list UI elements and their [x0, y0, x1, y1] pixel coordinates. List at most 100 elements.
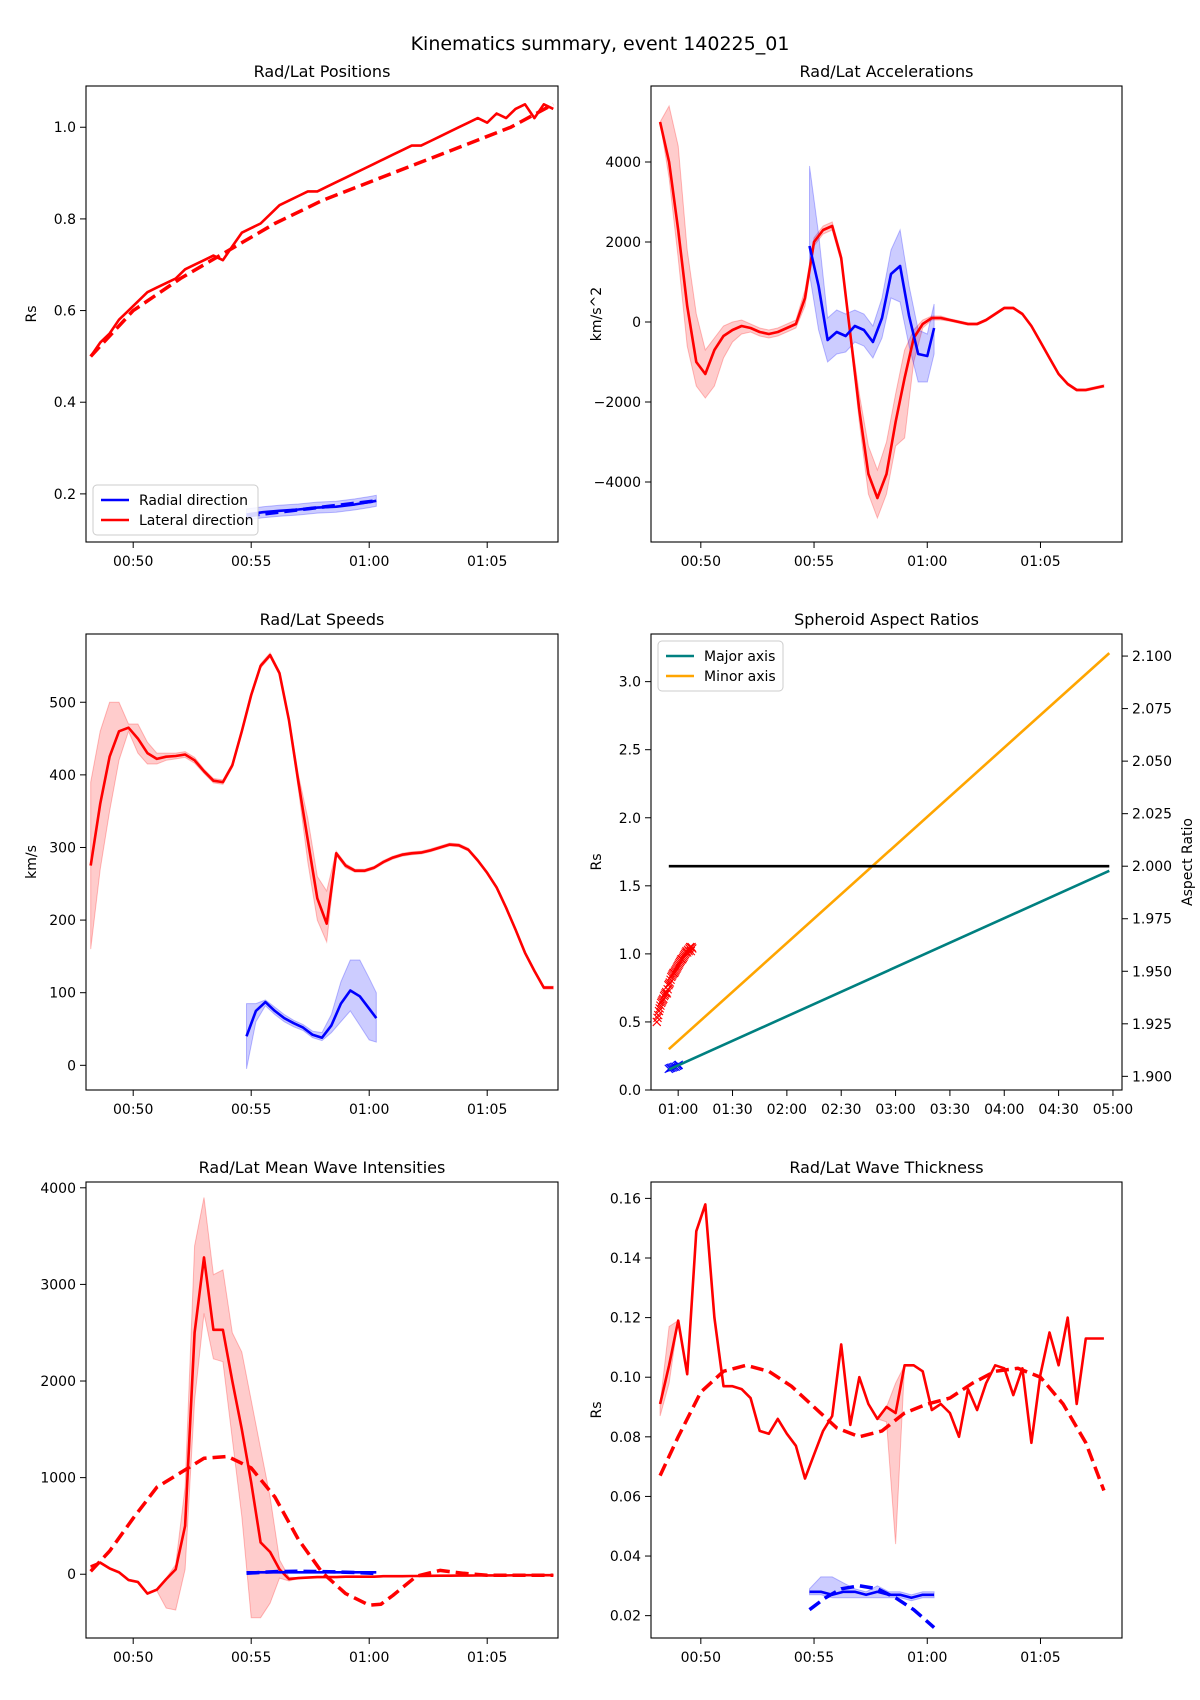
confidence-band	[809, 165, 935, 383]
y2-tick-label: 2.025	[1132, 807, 1172, 823]
y-axis-label: Rs	[589, 1401, 605, 1418]
figure-title: Kinematics summary, event 140225_01	[411, 33, 790, 55]
x-tick-label: 00:55	[231, 554, 271, 570]
y-tick-label: 0.08	[610, 1430, 641, 1446]
y2-tick-label: 2.050	[1132, 754, 1172, 770]
axes-frame	[650, 85, 1123, 543]
y-tick-label: 2000	[40, 1374, 76, 1390]
x-tick-label: 01:05	[1020, 1650, 1060, 1666]
y2-tick-label: 1.925	[1132, 1017, 1172, 1033]
chart-3: 00:50 00:55 01:00 01:05 0 100 200 300 400 500 Rad/…	[24, 610, 559, 1118]
x-tick-label: 05:00	[1093, 1102, 1133, 1118]
x-tick-label: 04:00	[984, 1102, 1024, 1118]
y-tick-label: 0.6	[54, 304, 76, 320]
confidence-band	[90, 652, 554, 990]
x-tick-label: 00:50	[113, 1102, 153, 1118]
series-line	[658, 121, 1105, 500]
x-tick-label: 01:05	[467, 554, 507, 570]
x-tick-label: 01:00	[907, 1650, 947, 1666]
y-tick-label: 4000	[40, 1181, 76, 1197]
y-axis-label: Rs	[589, 853, 605, 870]
chart-2: 00:50 00:55 01:00 01:05 −4000 −2000 0 2000 4000 R…	[589, 62, 1123, 570]
x-tick-label: 00:50	[113, 1650, 153, 1666]
legend-box	[92, 484, 259, 536]
y-tick-label: 2.5	[619, 743, 641, 759]
y-tick-label: 1000	[40, 1471, 76, 1487]
y-tick-label: 0.04	[610, 1549, 641, 1565]
y2-axis-label: Aspect Ratio	[1180, 818, 1196, 906]
chart-1: 00:50 00:55 01:00 01:05 0.2 0.4 0.6 0.8 1.0 Rad/L…	[24, 62, 559, 570]
y-tick-label: 0	[67, 1058, 76, 1074]
x-tick-label: 03:30	[930, 1102, 970, 1118]
x-tick-label: 00:50	[113, 554, 153, 570]
legend-label: Lateral direction	[139, 513, 254, 529]
y-tick-label: 100	[49, 986, 76, 1002]
y-tick-label: 0.14	[610, 1251, 641, 1267]
y-tick-label: 0	[67, 1567, 76, 1583]
y-tick-label: 0.02	[610, 1609, 641, 1625]
y-axis-label: km/s	[24, 845, 40, 879]
x-tick-label: 00:55	[231, 1650, 271, 1666]
chart-5: 00:50 00:55 01:00 01:05 0 1000 2000 3000 4000 Rad…	[40, 1158, 559, 1666]
chart-6: 00:50 00:55 01:00 01:05 0.02 0.04 0.06 0.08 0.10…	[589, 1158, 1123, 1666]
y-tick-label: 0.16	[610, 1191, 641, 1207]
y-tick-label: 0.06	[610, 1489, 641, 1505]
legend-label: Major axis	[704, 649, 775, 665]
y-tick-label: 400	[49, 768, 76, 784]
data-point	[687, 944, 697, 953]
y-tick-label: 0.0	[619, 1083, 641, 1099]
chart-title: Spheroid Aspect Ratios	[794, 610, 979, 629]
data-point	[653, 1013, 662, 1023]
y2-tick-label: 2.100	[1132, 649, 1172, 665]
x-tick-label: 00:55	[231, 1102, 271, 1118]
y-tick-label: 2.0	[619, 811, 641, 827]
chart-title: Rad/Lat Accelerations	[800, 62, 974, 81]
series-line	[89, 653, 554, 989]
plot-area	[89, 1197, 554, 1619]
series-line	[668, 869, 1110, 1071]
axes-frame	[650, 633, 1123, 1091]
series-line	[808, 245, 936, 358]
chart-4: 01:00 01:30 02:00 02:30 03:00 03:30 04:00 04:30…	[589, 610, 1196, 1118]
y-tick-label: 0.4	[54, 395, 76, 411]
data-point	[665, 978, 675, 987]
x-tick-label: 02:30	[821, 1102, 861, 1118]
x-tick-label: 01:05	[467, 1102, 507, 1118]
legend-box	[657, 640, 784, 692]
chart-title: Rad/Lat Wave Thickness	[789, 1158, 983, 1177]
y-tick-label: 0.10	[610, 1370, 641, 1386]
axes-frame	[650, 1181, 1123, 1639]
y2-tick-label: 1.900	[1132, 1069, 1172, 1085]
data-point	[654, 1006, 664, 1016]
y-tick-label: 0.12	[610, 1311, 641, 1327]
x-tick-label: 04:30	[1038, 1102, 1078, 1118]
series-line	[90, 1256, 554, 1595]
y-axis-label: Rs	[24, 305, 40, 322]
legend-label: Minor axis	[704, 669, 776, 685]
chart-title: Rad/Lat Mean Wave Intensities	[199, 1158, 446, 1177]
x-tick-label: 01:30	[712, 1102, 752, 1118]
y-tick-label: 300	[49, 840, 76, 856]
series-line	[808, 1584, 936, 1629]
y-tick-label: 0	[632, 315, 641, 331]
x-tick-label: 01:05	[467, 1650, 507, 1666]
x-tick-label: 01:00	[349, 1102, 389, 1118]
series-line	[667, 652, 1111, 1051]
series-line	[89, 1454, 554, 1607]
series-line	[246, 499, 377, 518]
series-line	[89, 102, 555, 358]
y-tick-label: 0.5	[619, 1015, 641, 1031]
y-tick-label: 0.2	[54, 487, 76, 503]
x-tick-label: 01:00	[349, 1650, 389, 1666]
series-line	[89, 103, 554, 358]
series-line	[246, 1569, 377, 1576]
x-tick-label: 01:00	[907, 554, 947, 570]
x-tick-label: 00:50	[681, 1650, 721, 1666]
series-line	[658, 1363, 1106, 1492]
data-point	[655, 1003, 665, 1013]
y-tick-label: −4000	[594, 475, 641, 491]
axes-frame	[85, 633, 559, 1091]
y-tick-label: 3000	[40, 1277, 76, 1293]
y-tick-label: 500	[49, 695, 76, 711]
